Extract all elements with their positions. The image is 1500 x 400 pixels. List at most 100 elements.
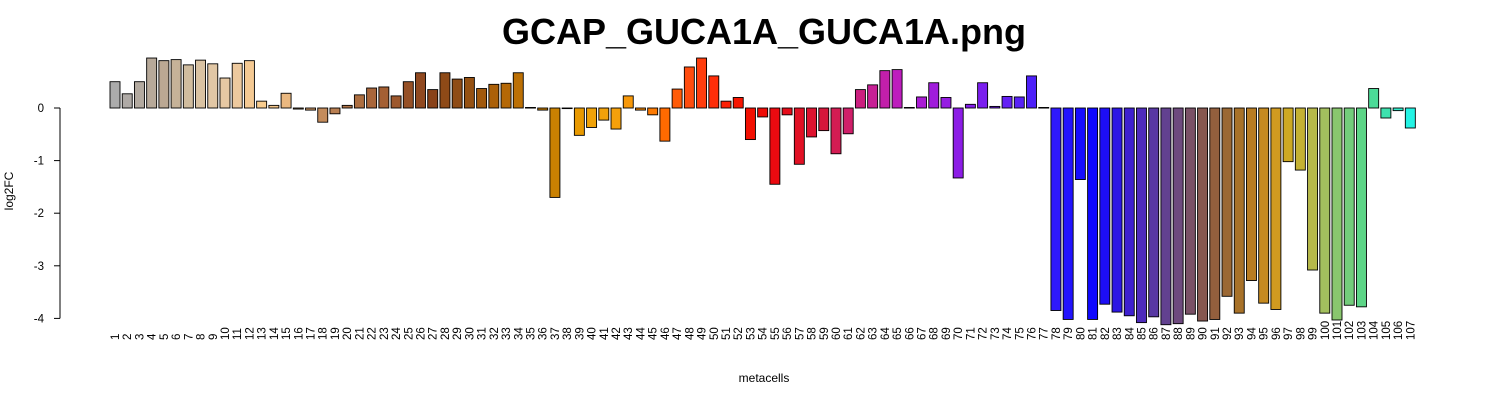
- bar-85: [1136, 107, 1147, 324]
- bar-107: [1404, 107, 1416, 129]
- x-tick-label: 19: [330, 327, 342, 340]
- x-tick-label: 75: [1014, 327, 1026, 340]
- x-tick-label: 80: [1075, 327, 1087, 340]
- bar-29: [451, 78, 463, 109]
- x-tick-label: 25: [403, 327, 415, 340]
- x-tick-label: 59: [819, 327, 831, 340]
- bar-72: [977, 82, 989, 109]
- bar-75: [1013, 96, 1025, 109]
- bar-83: [1111, 107, 1123, 313]
- x-tick-label: 81: [1088, 327, 1100, 340]
- bar-70: [952, 107, 964, 179]
- x-tick-label: 97: [1283, 327, 1295, 340]
- bar-101: [1331, 107, 1343, 321]
- x-tick-label: 69: [941, 327, 953, 340]
- bar-41: [598, 107, 610, 121]
- x-tick-label: 100: [1320, 321, 1332, 340]
- bar-71: [964, 103, 976, 109]
- bar-47: [671, 88, 683, 109]
- x-tick-label: 87: [1161, 327, 1173, 340]
- x-tick-label: 32: [489, 327, 501, 340]
- x-tick-label: 37: [550, 327, 562, 340]
- x-tick-label: 60: [831, 327, 843, 340]
- x-tick-label: 24: [391, 327, 403, 340]
- bar-37: [549, 107, 561, 198]
- x-tick-label: 43: [623, 327, 635, 340]
- bar-19: [329, 107, 341, 115]
- x-tick-label: 74: [1002, 327, 1014, 340]
- x-tick-label: 12: [244, 327, 256, 340]
- bar-106: [1392, 107, 1404, 112]
- bar-62: [854, 89, 866, 109]
- bar-79: [1062, 107, 1074, 320]
- bar-49: [696, 57, 708, 109]
- bar-17: [305, 107, 316, 111]
- bar-78: [1050, 107, 1062, 311]
- bar-102: [1343, 107, 1355, 306]
- x-tick-label: 29: [452, 327, 464, 340]
- x-tick-label: 9: [208, 334, 220, 340]
- x-tick-label: 79: [1063, 327, 1075, 340]
- x-tick-label: 52: [733, 327, 745, 340]
- bar-10: [219, 77, 231, 109]
- x-tick-label: 8: [196, 334, 208, 340]
- x-tick-label: 28: [440, 327, 452, 340]
- y-tick-label: -3: [34, 261, 44, 273]
- bar-69: [940, 97, 952, 109]
- x-tick-label: 58: [807, 327, 819, 340]
- bar-43: [622, 95, 634, 109]
- bar-30: [463, 77, 475, 109]
- bar-8: [195, 59, 206, 109]
- x-tick-label: 88: [1173, 327, 1185, 340]
- bar-53: [744, 107, 756, 141]
- bar-104: [1368, 88, 1380, 109]
- y-tick-label: 0: [38, 103, 44, 115]
- x-tick-label: 63: [868, 327, 880, 340]
- bar-97: [1282, 107, 1294, 163]
- bar-22: [366, 87, 378, 109]
- bar-2: [121, 93, 133, 109]
- x-tick-label: 27: [428, 327, 440, 340]
- x-tick-label: 71: [965, 327, 977, 340]
- x-tick-label: 82: [1100, 327, 1112, 340]
- x-tick-label: 105: [1381, 321, 1393, 340]
- x-tick-label: 31: [477, 327, 489, 340]
- y-tick-label: -1: [34, 156, 44, 168]
- x-tick-label: 107: [1405, 321, 1417, 340]
- bar-24: [390, 95, 402, 109]
- bar-4: [146, 57, 158, 109]
- bar-28: [439, 72, 451, 109]
- bar-57: [793, 107, 805, 165]
- bar-16: [292, 107, 304, 110]
- x-tick-label: 46: [660, 327, 672, 340]
- bar-31: [476, 88, 488, 109]
- bar-88: [1172, 107, 1184, 325]
- x-tick-label: 90: [1198, 327, 1210, 340]
- x-tick-label: 102: [1344, 321, 1356, 340]
- bar-36: [537, 107, 549, 111]
- bar-74: [1001, 95, 1013, 109]
- x-tick-label: 33: [501, 327, 513, 340]
- x-tick-label: 76: [1027, 327, 1039, 340]
- bar-67: [916, 96, 927, 109]
- bars-group: [109, 57, 1416, 326]
- x-tick-label: 73: [990, 327, 1002, 340]
- bar-9: [207, 63, 219, 109]
- x-tick-label: 44: [635, 327, 647, 340]
- bar-63: [867, 84, 879, 109]
- x-tick-label: 23: [379, 327, 391, 340]
- bar-96: [1270, 107, 1282, 310]
- x-tick-label: 6: [171, 334, 183, 340]
- x-tick-label: 104: [1369, 320, 1381, 340]
- bar-3: [133, 81, 145, 109]
- x-tick-label: 55: [770, 327, 782, 340]
- bar-64: [879, 70, 891, 109]
- bar-54: [757, 107, 769, 118]
- x-tick-label: 66: [904, 327, 916, 340]
- y-tick-label: -2: [34, 208, 44, 220]
- x-tick-label: 62: [855, 327, 867, 340]
- bar-25: [402, 81, 414, 109]
- x-tick-label: 50: [709, 327, 721, 340]
- y-tick-label: -4: [34, 313, 45, 325]
- bar-5: [158, 60, 170, 109]
